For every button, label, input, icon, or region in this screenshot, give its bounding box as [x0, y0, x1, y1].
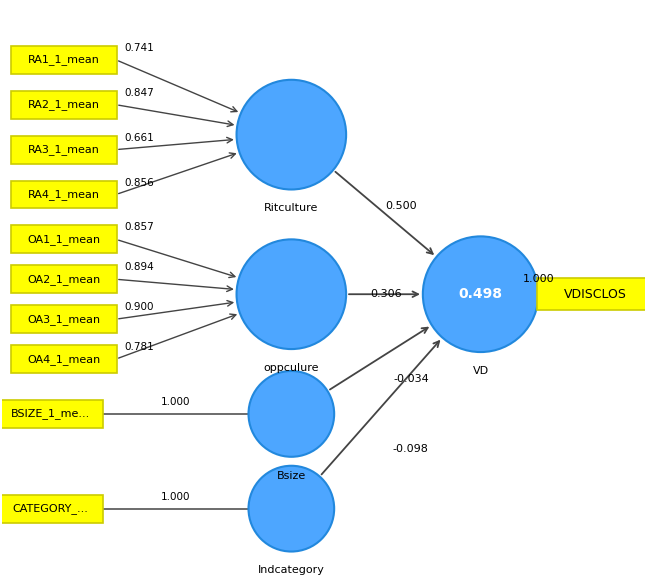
- Text: OA4_1_mean: OA4_1_mean: [28, 354, 101, 365]
- Text: OA1_1_mean: OA1_1_mean: [28, 234, 101, 245]
- Text: 0.856: 0.856: [124, 177, 154, 187]
- Text: 0.741: 0.741: [124, 43, 154, 53]
- Text: 0.498: 0.498: [459, 287, 502, 301]
- Text: 0.900: 0.900: [124, 302, 154, 312]
- Circle shape: [237, 80, 346, 190]
- Text: RA1_1_mean: RA1_1_mean: [28, 54, 100, 65]
- Circle shape: [248, 466, 334, 551]
- Text: 0.661: 0.661: [124, 132, 154, 143]
- Text: Ritculture: Ritculture: [264, 203, 319, 213]
- Text: Bsize: Bsize: [277, 470, 306, 481]
- Text: 1.000: 1.000: [522, 274, 554, 284]
- FancyBboxPatch shape: [12, 91, 117, 118]
- FancyBboxPatch shape: [12, 305, 117, 333]
- FancyBboxPatch shape: [12, 345, 117, 373]
- FancyBboxPatch shape: [12, 265, 117, 293]
- Text: -0.098: -0.098: [393, 444, 429, 454]
- Text: Indcategory: Indcategory: [258, 565, 325, 576]
- Circle shape: [423, 236, 539, 352]
- Text: VDISCLOS: VDISCLOS: [564, 288, 627, 301]
- Text: 0.781: 0.781: [124, 342, 154, 352]
- Text: 0.847: 0.847: [124, 88, 154, 98]
- FancyBboxPatch shape: [0, 400, 103, 428]
- FancyBboxPatch shape: [0, 495, 103, 523]
- Text: CATEGORY_...: CATEGORY_...: [12, 503, 88, 514]
- FancyBboxPatch shape: [537, 278, 645, 310]
- Text: RA2_1_mean: RA2_1_mean: [28, 99, 100, 110]
- Text: 1.000: 1.000: [161, 492, 190, 502]
- Text: -0.034: -0.034: [393, 374, 429, 384]
- Text: 1.000: 1.000: [161, 397, 190, 407]
- Text: 0.857: 0.857: [124, 223, 154, 232]
- Text: OA3_1_mean: OA3_1_mean: [28, 314, 101, 325]
- Text: BSIZE_1_me...: BSIZE_1_me...: [10, 409, 90, 420]
- Text: oppculure: oppculure: [264, 363, 319, 373]
- Circle shape: [248, 371, 334, 457]
- FancyBboxPatch shape: [12, 46, 117, 74]
- Text: RA4_1_mean: RA4_1_mean: [28, 189, 100, 200]
- FancyBboxPatch shape: [12, 136, 117, 164]
- Text: VD: VD: [473, 366, 489, 376]
- Circle shape: [237, 239, 346, 349]
- Text: 0.306: 0.306: [370, 289, 402, 299]
- Text: 0.894: 0.894: [124, 262, 154, 272]
- Text: RA3_1_mean: RA3_1_mean: [28, 144, 100, 155]
- Text: 0.500: 0.500: [385, 202, 417, 212]
- Text: OA2_1_mean: OA2_1_mean: [28, 274, 101, 285]
- FancyBboxPatch shape: [12, 180, 117, 209]
- FancyBboxPatch shape: [12, 225, 117, 253]
